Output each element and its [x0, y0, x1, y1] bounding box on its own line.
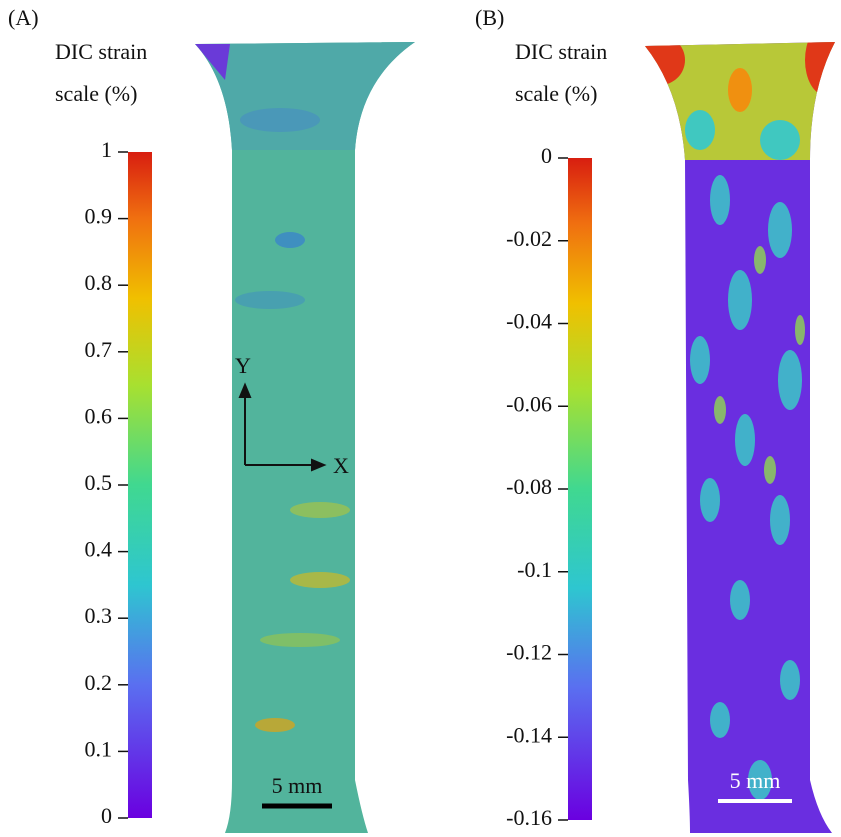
- tick-label: 0.9: [85, 204, 113, 229]
- colorbar-title: scale (%): [515, 81, 597, 106]
- tick-label: 0.2: [85, 670, 113, 695]
- tick-label: -0.06: [506, 391, 552, 416]
- tick-label: -0.16: [506, 805, 552, 830]
- colorbar: [128, 152, 152, 818]
- tick-label: 1: [101, 137, 112, 162]
- tick-label: 0.7: [85, 337, 113, 362]
- colorbar-title: scale (%): [55, 81, 137, 106]
- tick-label: 0.8: [85, 270, 113, 295]
- scale-bar-label: 5 mm: [730, 768, 781, 793]
- tick-label: 0: [101, 803, 112, 828]
- tick-label: 0.5: [85, 470, 113, 495]
- tick-label: -0.02: [506, 226, 552, 251]
- scale-bar-label: 5 mm: [272, 773, 323, 798]
- tick-label: 0: [541, 143, 552, 168]
- colorbar: [568, 158, 592, 820]
- axis-label: X: [333, 453, 349, 478]
- tick-label: -0.08: [506, 474, 552, 499]
- tick-label: 0.1: [85, 736, 113, 761]
- tick-label: -0.14: [506, 722, 552, 747]
- colorbar-title: DIC strain: [55, 39, 147, 64]
- tick-label: -0.1: [517, 557, 552, 582]
- tick-label: 0.3: [85, 603, 113, 628]
- colorbar-title: DIC strain: [515, 39, 607, 64]
- panel-label: (A): [8, 5, 39, 30]
- specimen-b: [645, 42, 835, 833]
- axis-label: Y: [235, 353, 251, 378]
- tick-label: 0.4: [85, 537, 113, 562]
- tick-label: -0.04: [506, 309, 552, 334]
- specimen-a: [195, 42, 415, 833]
- tick-label: -0.12: [506, 640, 552, 665]
- panel-label: (B): [475, 5, 504, 30]
- axes-arrows: [238, 382, 327, 472]
- tick-label: 0.6: [85, 403, 113, 428]
